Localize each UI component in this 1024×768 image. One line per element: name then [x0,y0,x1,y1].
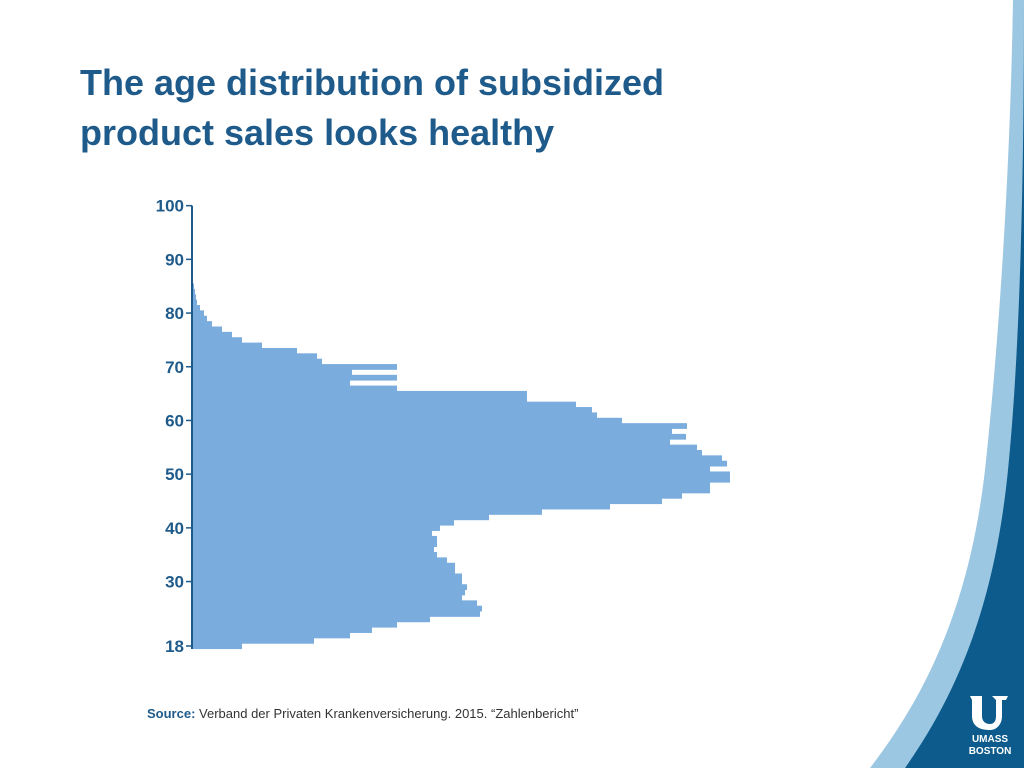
bar-age-24 [192,611,480,617]
decoration-light-swoosh [870,0,1024,768]
bar-age-28 [192,589,465,596]
bar-age-39 [192,530,432,537]
bar-age-48 [192,482,710,488]
bar-age-66 [192,385,397,392]
bar-age-59 [192,423,687,429]
bar-age-47 [192,487,710,494]
bar-age-61 [192,412,597,419]
source-label: Source: [147,706,196,721]
bar-age-57 [192,433,686,440]
bar-age-72 [192,353,317,360]
bar-age-69 [192,369,352,376]
bar-age-29 [192,584,467,591]
bar-age-51 [192,466,710,472]
slide-title-line-2: product sales looks healthy [80,112,555,153]
bar-age-77 [192,326,222,333]
decoration-dark-swoosh [905,0,1024,768]
bar-age-52 [192,460,727,467]
bar-age-83 [192,294,196,301]
y-tick-label-50: 50 [165,465,184,484]
bar-age-21 [192,627,372,633]
umass-logo-mark [970,696,1008,730]
umass-boston-logo: UMASS BOSTON [962,690,1018,762]
bar-age-76 [192,331,232,338]
bar-age-22 [192,621,397,628]
bar-age-78 [192,321,212,327]
y-tick-label-30: 30 [165,573,184,592]
bar-age-64 [192,396,527,403]
bar-age-80 [192,310,204,317]
bar-age-25 [192,605,482,612]
bar-age-37 [192,541,437,548]
bar-age-68 [192,374,397,381]
y-tick-label-70: 70 [165,358,184,377]
source-text: Verband der Privaten Krankenversicherung… [199,706,579,721]
bar-age-67 [192,380,350,386]
logo-line-2: BOSTON [968,746,1012,757]
bar-age-54 [192,450,702,456]
bar-age-27 [192,594,462,601]
bar-age-32 [192,568,455,574]
bar-age-70 [192,364,397,370]
bar-age-73 [192,347,297,354]
bar-age-40 [192,525,440,531]
bar-age-44 [192,503,610,510]
bar-age-56 [192,439,670,446]
bar-age-62 [192,407,592,413]
bar-age-79 [192,315,207,322]
y-tick-label-100: 100 [156,197,184,216]
bar-age-36 [192,546,434,553]
bar-age-41 [192,519,454,526]
bar-age-81 [192,305,200,311]
bar-age-19 [192,637,314,644]
bar-age-50 [192,471,730,478]
bar-age-33 [192,562,455,569]
bar-age-42 [192,514,489,521]
source-citation: Source: Verband der Privaten Krankenvers… [147,706,578,721]
bar-age-31 [192,573,462,580]
chart-y-axis: 100 90 80 70 60 50 40 30 18 [156,197,193,656]
y-tick-label-90: 90 [165,250,184,269]
bar-age-23 [192,616,430,623]
bar-age-84 [192,288,195,295]
slide-title: The age distribution of subsidized produ… [80,58,840,158]
bar-age-65 [192,390,527,397]
bar-age-34 [192,557,447,564]
bar-age-20 [192,632,350,639]
bar-age-74 [192,342,262,349]
umass-logo-text: UMASS BOSTON [962,734,1018,758]
logo-line-1: UMASS [971,734,1009,745]
y-tick-label-18: 18 [165,637,184,656]
bar-age-53 [192,455,722,462]
y-tick-label-60: 60 [165,411,184,430]
bar-age-55 [192,444,697,451]
bar-age-71 [192,358,322,365]
bar-age-75 [192,337,242,343]
chart-bars [192,262,730,650]
bar-age-49 [192,476,730,483]
bar-age-58 [192,428,672,435]
bar-age-63 [192,401,576,408]
bar-age-45 [192,498,662,505]
bar-age-26 [192,600,477,607]
y-tick-label-80: 80 [165,304,184,323]
bar-age-18 [192,643,242,650]
bar-age-43 [192,509,542,515]
y-tick-label-40: 40 [165,519,184,538]
bar-age-35 [192,552,437,558]
bar-age-60 [192,417,622,424]
bar-age-30 [192,578,462,585]
bar-age-46 [192,492,682,499]
bar-age-82 [192,299,197,306]
bar-age-38 [192,535,437,542]
slide-title-line-1: The age distribution of subsidized [80,62,665,103]
age-distribution-chart: 100 90 80 70 60 50 40 30 18 [156,197,730,656]
